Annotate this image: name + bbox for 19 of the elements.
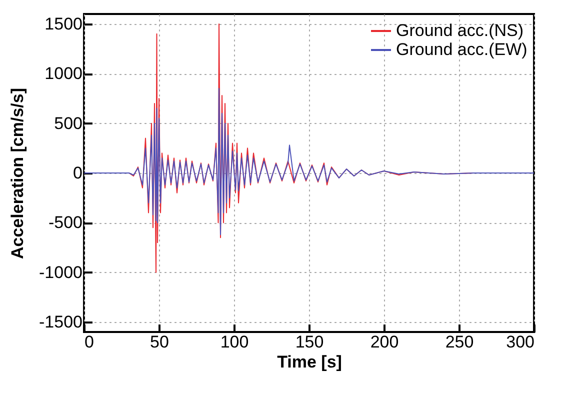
y-tick-label: 0: [73, 164, 82, 182]
y-tick-label: -1500: [39, 312, 82, 332]
y-tick-label: -1000: [39, 262, 82, 282]
x-tick-label: 50: [150, 332, 169, 352]
x-axis-title: Time [s]: [277, 352, 342, 372]
y-axis-title: Acceleration [cm/s/s]: [8, 88, 28, 260]
x-tick-label: 150: [295, 332, 324, 352]
legend-label: Ground acc.(EW): [396, 40, 528, 59]
x-tick-label: 250: [445, 332, 474, 352]
y-tick-label: 500: [54, 114, 82, 133]
legend-label: Ground acc.(NS): [396, 21, 524, 40]
x-tick-label: 200: [370, 332, 399, 352]
y-tick-label: 1000: [44, 64, 82, 84]
x-tick-label: 0: [84, 332, 94, 352]
y-tick-label: -500: [48, 213, 82, 232]
x-tick-label: 300: [506, 332, 534, 352]
y-tick-label: 1500: [44, 14, 82, 34]
line-series: [84, 88, 534, 236]
x-tick-label: 100: [220, 332, 249, 352]
